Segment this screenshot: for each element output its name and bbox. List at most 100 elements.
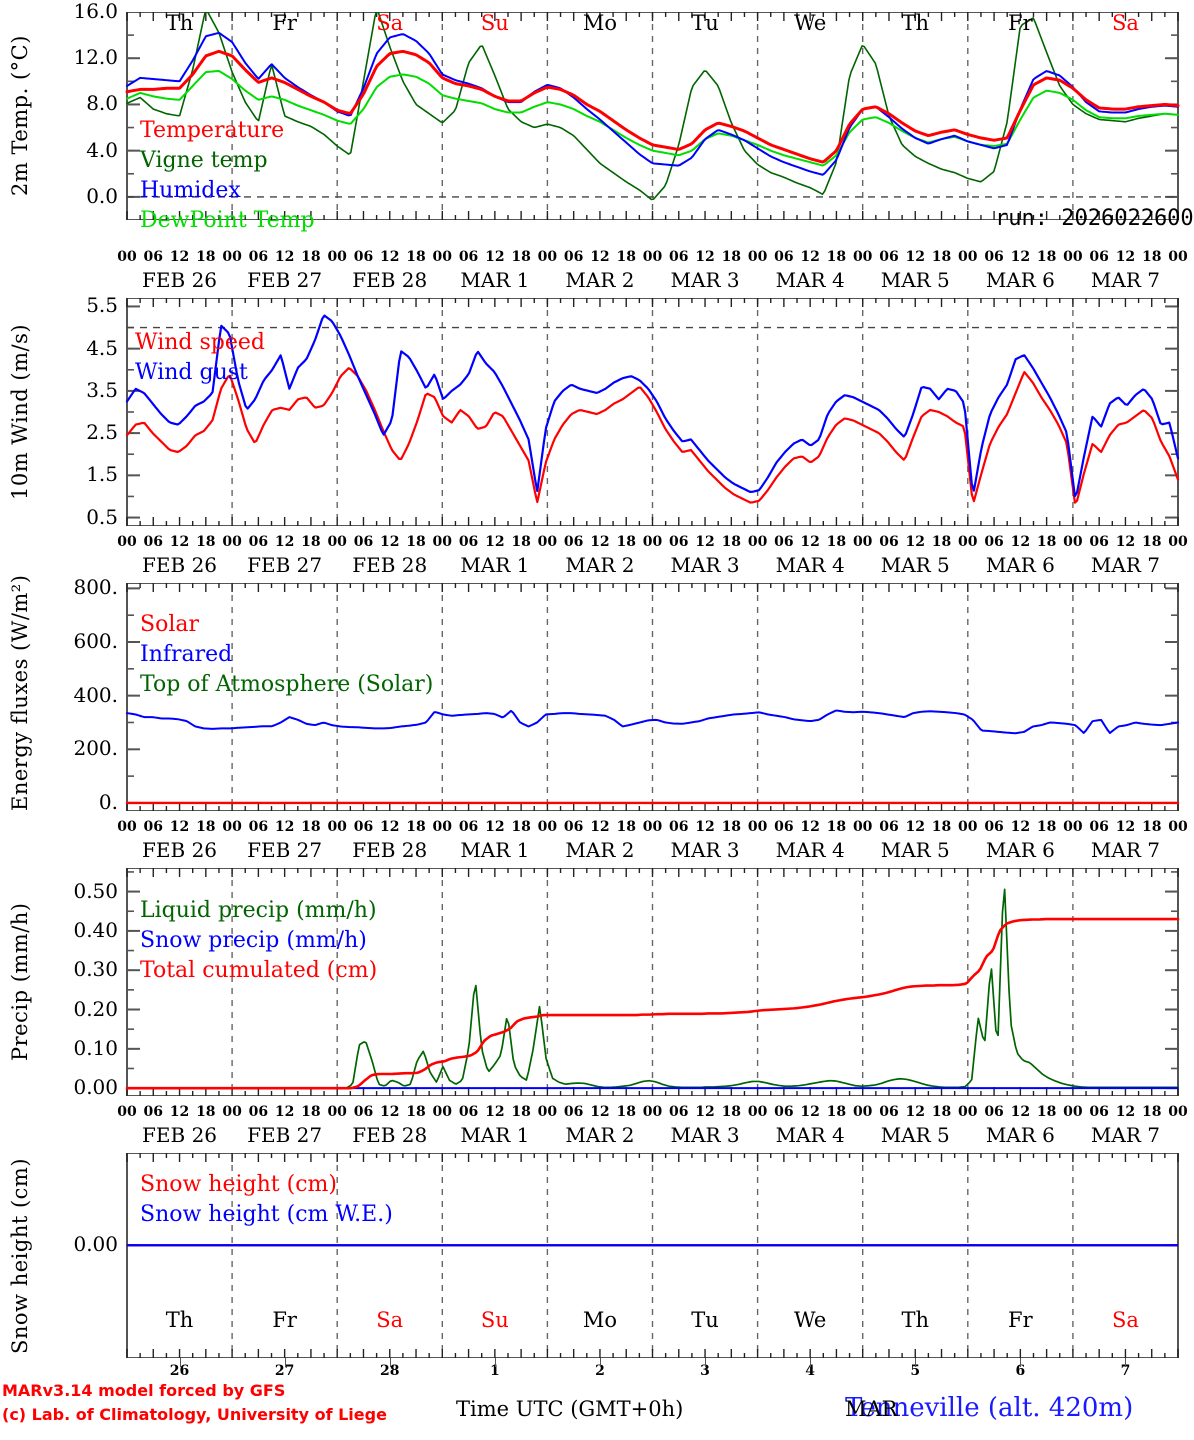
x-hour-tick: 00 bbox=[432, 1104, 453, 1120]
x-hour-tick: 18 bbox=[301, 1104, 321, 1120]
bottom-day-number: 7 bbox=[1120, 1363, 1131, 1379]
legend-temperature-2: Humidex bbox=[140, 178, 241, 203]
bottom-axis-tick bbox=[494, 1358, 496, 1367]
site-label: Tenneville (alt. 420m) bbox=[845, 1393, 1134, 1423]
day-of-week-label: Th bbox=[165, 11, 194, 35]
x-hour-tick: 18 bbox=[196, 1104, 216, 1120]
day-of-week-label: Fr bbox=[272, 11, 297, 35]
x-hour-tick: 06 bbox=[353, 249, 374, 265]
x-hour-tick: 06 bbox=[984, 819, 1004, 835]
x-date-label: MAR 3 bbox=[670, 838, 740, 862]
x-hour-tick: 18 bbox=[826, 1104, 847, 1120]
x-hour-tick: 00 bbox=[852, 249, 873, 265]
x-hour-tick: 12 bbox=[274, 1104, 295, 1120]
y-tick-energy-3: 600. bbox=[73, 629, 118, 653]
x-date-label: FEB 27 bbox=[247, 1123, 323, 1147]
y-axis-label-energy: Energy fluxes (W/m²) bbox=[8, 574, 32, 811]
x-hour-tick: 06 bbox=[563, 249, 584, 265]
x-hour-tick: 00 bbox=[1063, 1104, 1083, 1120]
x-hour-tick: 12 bbox=[380, 249, 400, 265]
x-date-label: FEB 26 bbox=[142, 268, 218, 292]
bottom-axis-tick bbox=[284, 1358, 286, 1367]
x-hour-tick: 18 bbox=[826, 819, 847, 835]
bottom-day-of-week-label: Sa bbox=[1111, 1308, 1139, 1332]
x-hour-tick: 18 bbox=[721, 534, 742, 550]
y-tick-energy-2: 400. bbox=[73, 682, 118, 707]
bottom-day-of-week-label: Th bbox=[901, 1308, 930, 1332]
bottom-axis-tick bbox=[915, 1358, 917, 1367]
bottom-day-of-week-label: Su bbox=[480, 1308, 509, 1332]
bottom-day-of-week-label: Sa bbox=[376, 1308, 404, 1332]
x-hour-tick: 12 bbox=[590, 1104, 610, 1120]
x-hour-tick: 06 bbox=[458, 534, 479, 550]
x-date-label: MAR 5 bbox=[880, 838, 950, 862]
x-hour-tick: 12 bbox=[1115, 249, 1136, 265]
x-hour-tick: 06 bbox=[458, 249, 479, 265]
x-hour-tick: 18 bbox=[616, 819, 636, 835]
x-date-label: MAR 4 bbox=[775, 268, 845, 292]
x-hour-tick: 18 bbox=[406, 534, 426, 550]
x-hour-tick: 18 bbox=[301, 819, 321, 835]
x-hour-tick: 06 bbox=[669, 534, 689, 550]
y-tick-wind-4: 4.5 bbox=[86, 335, 118, 360]
x-hour-tick: 12 bbox=[274, 249, 295, 265]
y-tick-precip-3: 0.30 bbox=[73, 957, 118, 982]
y-tick-wind-3: 3.5 bbox=[86, 377, 118, 402]
y-tick-wind-0: 0.5 bbox=[86, 504, 118, 529]
x-date-label: MAR 6 bbox=[985, 268, 1055, 292]
x-hour-tick: 00 bbox=[222, 534, 242, 550]
x-date-label: MAR 7 bbox=[1090, 838, 1160, 862]
x-hour-tick: 12 bbox=[905, 1104, 925, 1120]
x-hour-tick: 06 bbox=[774, 534, 794, 550]
x-hour-tick: 00 bbox=[958, 1104, 978, 1120]
x-date-label: MAR 3 bbox=[670, 268, 740, 292]
x-hour-tick: 18 bbox=[196, 534, 216, 550]
x-hour-tick: 18 bbox=[196, 819, 216, 835]
x-hour-tick: 18 bbox=[931, 534, 952, 550]
bottom-axis-tick bbox=[599, 1358, 601, 1367]
x-hour-tick: 00 bbox=[117, 1104, 137, 1120]
y-axis-label-wind: 10m Wind (m/s) bbox=[8, 323, 32, 501]
x-hour-tick: 00 bbox=[747, 534, 768, 550]
x-hour-tick: 00 bbox=[327, 819, 347, 835]
x-hour-tick: 12 bbox=[800, 249, 820, 265]
x-hour-tick: 18 bbox=[1141, 534, 1162, 550]
x-hour-tick: 06 bbox=[353, 819, 374, 835]
x-hour-tick: 00 bbox=[852, 534, 873, 550]
y-tick-wind-1: 1.5 bbox=[86, 462, 118, 487]
x-hour-tick: 12 bbox=[485, 1104, 505, 1120]
bottom-month-label: MAR bbox=[845, 1397, 898, 1421]
footer-lab-credit: (c) Lab. of Climatology, University of L… bbox=[2, 1405, 387, 1424]
x-hour-tick: 00 bbox=[327, 249, 347, 265]
legend-wind-1: Wind gust bbox=[135, 360, 248, 385]
bottom-day-number: 28 bbox=[380, 1363, 400, 1379]
x-hour-tick: 00 bbox=[1063, 819, 1083, 835]
x-hour-tick: 00 bbox=[747, 249, 768, 265]
x-hour-tick: 12 bbox=[485, 534, 505, 550]
x-date-label: MAR 1 bbox=[460, 553, 530, 577]
x-hour-tick: 06 bbox=[563, 534, 584, 550]
x-date-label: MAR 4 bbox=[775, 553, 845, 577]
x-hour-tick: 18 bbox=[931, 249, 952, 265]
x-hour-tick: 00 bbox=[747, 819, 768, 835]
x-hour-tick: 06 bbox=[143, 819, 163, 835]
x-hour-tick: 18 bbox=[406, 249, 426, 265]
y-tick-snow-0: 0.00 bbox=[73, 1232, 118, 1257]
x-hour-tick: 18 bbox=[1141, 249, 1162, 265]
x-hour-tick: 18 bbox=[301, 534, 321, 550]
x-hour-tick: 00 bbox=[537, 534, 558, 550]
y-tick-precip-2: 0.20 bbox=[73, 996, 118, 1021]
x-date-label: MAR 2 bbox=[565, 553, 635, 577]
x-hour-tick: 00 bbox=[432, 249, 453, 265]
y-tick-energy-1: 200. bbox=[73, 736, 118, 761]
x-hour-tick: 00 bbox=[327, 534, 347, 550]
x-date-label: MAR 2 bbox=[565, 268, 635, 292]
x-date-label: FEB 26 bbox=[142, 553, 218, 577]
x-hour-tick: 06 bbox=[563, 1104, 584, 1120]
x-hour-tick: 00 bbox=[537, 249, 558, 265]
x-date-label: FEB 28 bbox=[352, 1123, 428, 1147]
panel-energy bbox=[0, 583, 1194, 811]
y-tick-precip-1: 0.10 bbox=[73, 1035, 118, 1060]
day-of-week-label: Fr bbox=[1008, 11, 1033, 35]
time-axis-label: Time UTC (GMT+0h) bbox=[456, 1397, 684, 1421]
